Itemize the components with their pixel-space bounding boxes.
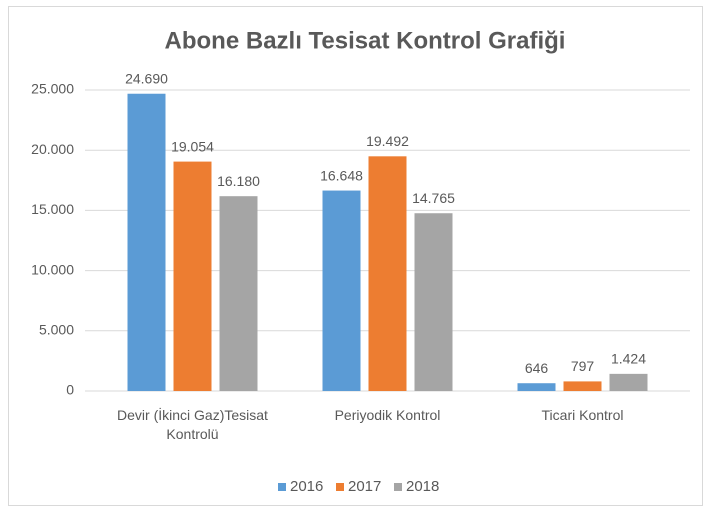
- x-tick-label: Ticari Kontrol: [541, 407, 624, 423]
- legend-swatch: [394, 483, 402, 491]
- data-label: 14.765: [412, 190, 455, 206]
- legend-label: 2017: [348, 478, 381, 495]
- bar: [563, 381, 602, 391]
- y-tick-label: 15.000: [31, 201, 74, 217]
- y-tick-label: 10.000: [31, 261, 74, 277]
- bar: [322, 190, 361, 391]
- data-label: 16.648: [320, 167, 363, 183]
- data-label: 19.054: [171, 138, 214, 154]
- bar: [127, 93, 166, 392]
- bar: [368, 156, 407, 391]
- data-label: 24.690: [125, 70, 168, 86]
- data-label: 797: [571, 358, 595, 374]
- x-tick-label: Periyodik Kontrol: [334, 407, 441, 423]
- data-label: 19.492: [366, 133, 409, 149]
- legend-swatch: [278, 483, 286, 491]
- data-label: 646: [525, 360, 549, 376]
- bar: [517, 383, 556, 391]
- bar: [609, 373, 648, 391]
- y-tick-label: 5.000: [39, 322, 74, 338]
- x-tick-label: Devir (İkinci Gaz)Tesisat Kontrolü: [117, 407, 268, 442]
- y-tick-label: 25.000: [31, 81, 74, 97]
- y-tick-label: 0: [66, 382, 74, 398]
- legend-swatch: [336, 483, 344, 491]
- legend-label: 2018: [406, 478, 439, 495]
- bar: [173, 161, 212, 391]
- data-label: 16.180: [217, 173, 260, 189]
- data-label: 1.424: [611, 351, 646, 367]
- y-tick-label: 20.000: [31, 141, 74, 157]
- legend-label: 2016: [290, 478, 323, 495]
- bar: [414, 213, 453, 391]
- bar: [219, 196, 258, 391]
- chart-title: Abone Bazlı Tesisat Kontrol Grafiği: [165, 27, 566, 54]
